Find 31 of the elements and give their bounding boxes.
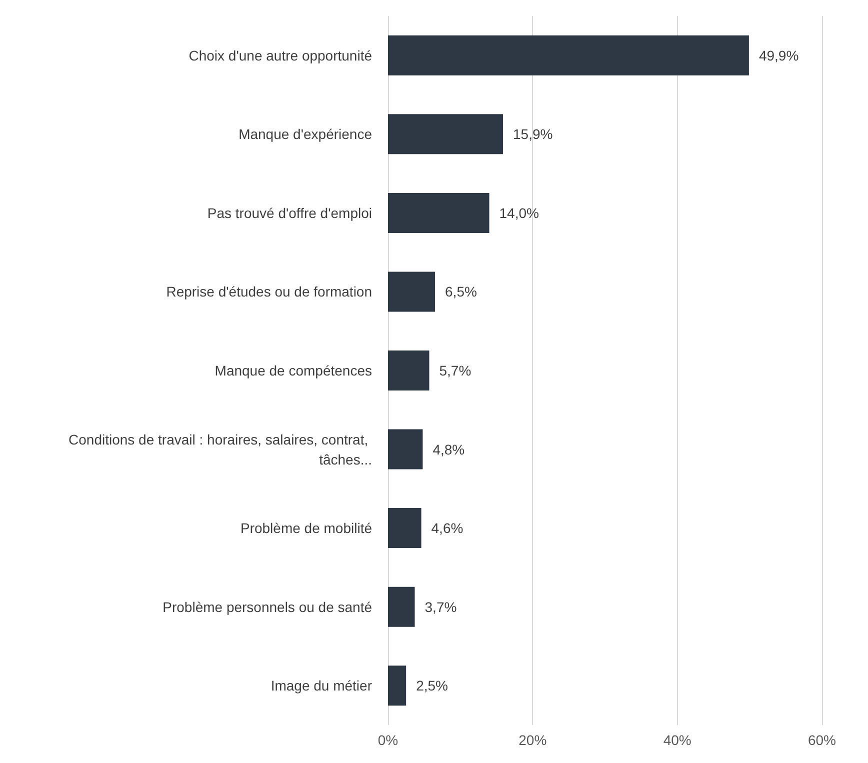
data-label: 4,6% — [431, 520, 464, 536]
y-tick-label: Image du métier — [270, 678, 372, 694]
y-tick-label: Reprise d'études ou de formation — [166, 284, 372, 300]
bar — [388, 35, 749, 76]
data-label: 2,5% — [416, 678, 448, 694]
x-tick-label: 40% — [663, 732, 692, 748]
bar — [388, 508, 422, 548]
y-tick-label: Manque d'expérience — [238, 126, 372, 142]
bar — [388, 429, 423, 470]
data-label: 14,0% — [499, 204, 539, 221]
bar — [388, 586, 415, 627]
x-tick-label: 0% — [378, 732, 398, 748]
data-label: 3,7% — [424, 598, 457, 615]
data-label: 4,8% — [432, 441, 465, 458]
bar — [388, 192, 490, 233]
data-label: 6,5% — [445, 284, 477, 300]
y-tick-label: Conditions de travail : horaires, salaires, contrat, tâches... — [68, 431, 372, 468]
x-tick-label: 20% — [518, 732, 547, 748]
y-tick-label: Pas trouvé d'offre d'emploi — [207, 204, 372, 221]
data-label: 49,9% — [758, 47, 799, 64]
data-label: 5,7% — [439, 362, 472, 378]
x-tick-label: 60% — [808, 732, 836, 748]
y-tick-label: Choix d'une autre opportunité — [188, 47, 372, 64]
y-tick-label: Problème de mobilité — [240, 520, 372, 536]
y-tick-label: Problème personnels ou de santé — [162, 598, 372, 615]
bar — [388, 272, 436, 312]
bar — [388, 114, 504, 154]
bar — [388, 350, 430, 390]
y-tick-label: Manque de compétences — [214, 362, 372, 378]
data-label: 15,9% — [513, 126, 553, 142]
bar — [388, 666, 406, 706]
